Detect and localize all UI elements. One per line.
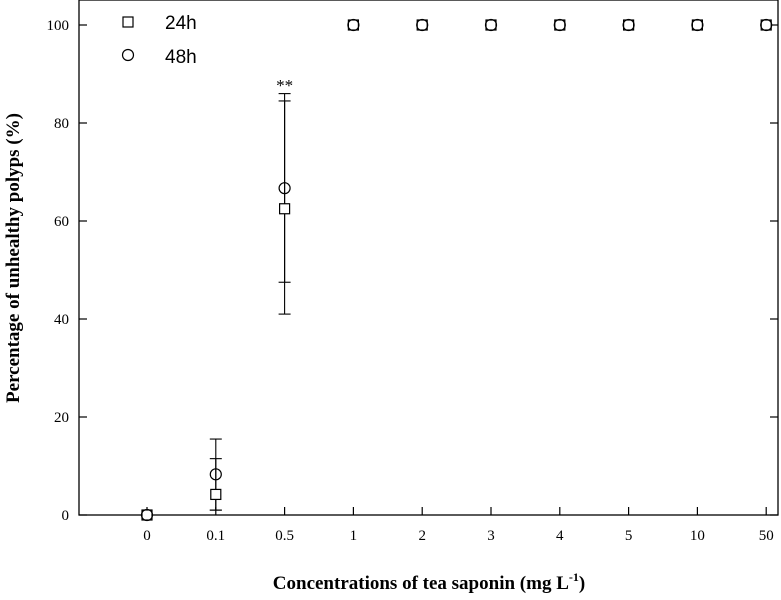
x-tick-label: 50 xyxy=(759,528,774,544)
point-48h-2 xyxy=(416,18,429,32)
legend-marker-24h xyxy=(122,16,134,28)
x-tick-label: 4 xyxy=(556,528,564,544)
y-tick-label: 40 xyxy=(54,312,69,328)
legend-label-48h: 48h xyxy=(165,47,197,68)
x-tick-label: 0.1 xyxy=(206,528,225,544)
plot-area-frame xyxy=(78,0,779,516)
x-tick-label: 0 xyxy=(143,528,151,544)
x-tick-label: 5 xyxy=(625,528,633,544)
point-48h-0 xyxy=(140,508,154,522)
point-48h-50 xyxy=(760,18,773,32)
y-tick-label: 60 xyxy=(54,214,69,230)
x-tick-label: 3 xyxy=(487,528,495,544)
legend-marker-48h xyxy=(121,48,135,62)
point-48h-0.5 xyxy=(278,182,291,195)
x-tick-label: 10 xyxy=(690,528,705,544)
y-axis-title: Percentage of unhealthy polyps (%) xyxy=(3,113,24,403)
legend: 24h 48h xyxy=(121,13,197,68)
point-24h-0.5 xyxy=(279,203,291,215)
y-tick-label: 20 xyxy=(54,410,69,426)
x-axis-ticks: 0 0.1 0.5 1 2 3 4 5 10 50 xyxy=(143,507,774,544)
significance-annotation: ** xyxy=(276,76,293,95)
y-axis-ticks: 0 20 40 60 80 100 xyxy=(47,18,778,524)
error-bars xyxy=(209,93,291,511)
y-tick-label: 100 xyxy=(47,18,70,34)
data-markers xyxy=(140,18,773,522)
y-tick-label: 80 xyxy=(54,116,69,132)
x-axis-title: Concentrations of tea saponin (mg L-1) xyxy=(273,570,585,594)
legend-label-24h: 24h xyxy=(165,13,197,34)
point-48h-5 xyxy=(622,18,635,32)
point-48h-1 xyxy=(347,18,360,32)
x-tick-label: 0.5 xyxy=(275,528,294,544)
x-axis-title-sup: -1 xyxy=(569,570,579,584)
x-tick-label: 2 xyxy=(418,528,426,544)
annotations: ** xyxy=(276,76,293,95)
point-48h-4 xyxy=(553,18,566,32)
point-48h-3 xyxy=(484,18,498,32)
x-axis-title-end: ) xyxy=(579,573,585,594)
point-48h-0.1 xyxy=(209,468,222,481)
x-tick-label: 1 xyxy=(350,528,358,544)
point-48h-10 xyxy=(691,18,704,32)
y-tick-label: 0 xyxy=(62,508,70,524)
x-axis-title-main: Concentrations of tea saponin (mg L xyxy=(273,573,569,594)
point-24h-0.1 xyxy=(210,488,222,501)
